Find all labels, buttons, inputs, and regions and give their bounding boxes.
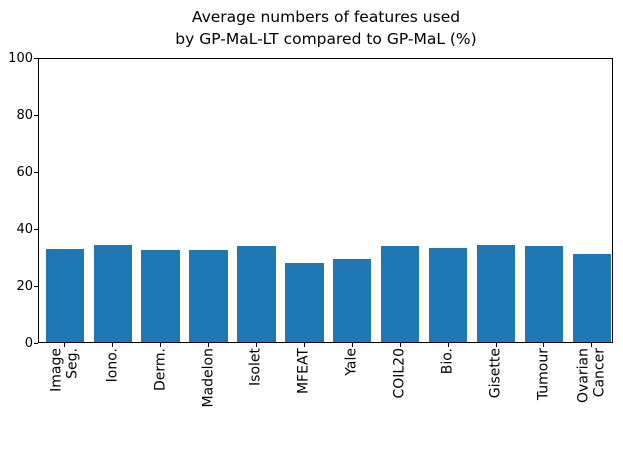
x-tick-label: COIL20 bbox=[391, 348, 408, 399]
bar-coil20 bbox=[381, 246, 420, 342]
x-tick-label: Ovarian Cancer bbox=[575, 348, 607, 403]
bar-gisette bbox=[476, 244, 516, 342]
x-tick-label: Image Seg. bbox=[48, 348, 80, 392]
x-tick-mark bbox=[495, 343, 497, 347]
x-tick-label: Tumour bbox=[535, 348, 552, 401]
x-tick-label: Iono. bbox=[103, 348, 120, 383]
x-tick-mark bbox=[351, 343, 353, 347]
y-tick-mark bbox=[34, 114, 38, 116]
bar-iono bbox=[93, 245, 132, 342]
x-tick-mark bbox=[255, 343, 257, 347]
x-tick-label: Gisette bbox=[487, 348, 504, 399]
y-tick-label: 20 bbox=[16, 278, 33, 294]
x-tick-label: Bio. bbox=[439, 348, 456, 375]
x-tick-mark bbox=[591, 343, 593, 347]
x-tick-mark bbox=[112, 343, 114, 347]
x-tick-mark bbox=[208, 343, 209, 347]
bar-isolet bbox=[237, 246, 276, 342]
bar-image-seg bbox=[45, 248, 84, 342]
bar-ovarian-cancer bbox=[572, 254, 611, 342]
bar-derm bbox=[141, 249, 180, 342]
y-tick-mark bbox=[34, 285, 38, 287]
x-tick-mark bbox=[399, 343, 401, 347]
y-tick-label: 100 bbox=[8, 50, 33, 66]
chart-title: Average numbers of features used by GP-M… bbox=[38, 6, 614, 50]
bar-mfeat bbox=[285, 262, 324, 342]
bar-bio bbox=[428, 248, 468, 342]
y-tick-mark bbox=[34, 342, 38, 344]
x-tick-label: MFEAT bbox=[295, 348, 312, 395]
bar-madelon bbox=[189, 249, 228, 342]
y-tick-label: 40 bbox=[16, 221, 33, 237]
x-tick-mark bbox=[447, 343, 449, 347]
y-tick-label: 80 bbox=[16, 107, 33, 123]
x-tick-mark bbox=[303, 343, 305, 347]
x-tick-mark bbox=[64, 343, 66, 347]
bar-yale bbox=[333, 259, 372, 342]
x-tick-label: Yale bbox=[343, 348, 360, 376]
y-tick-label: 60 bbox=[16, 164, 33, 180]
x-tick-mark bbox=[160, 343, 162, 347]
plot-area bbox=[38, 58, 613, 343]
chart-title-line1: Average numbers of features used bbox=[191, 8, 461, 26]
x-tick-label: Madelon bbox=[199, 348, 216, 408]
chart-title-line2: by GP-MaL-LT compared to GP-MaL (%) bbox=[175, 30, 477, 48]
bar-tumour bbox=[524, 246, 564, 342]
y-tick-mark bbox=[34, 57, 38, 59]
x-tick-label: Isolet bbox=[247, 348, 264, 386]
y-tick-label: 0 bbox=[24, 335, 33, 351]
y-tick-mark bbox=[34, 228, 38, 230]
x-tick-mark bbox=[543, 343, 545, 347]
x-tick-label: Derm. bbox=[151, 348, 168, 391]
y-tick-mark bbox=[34, 171, 38, 173]
